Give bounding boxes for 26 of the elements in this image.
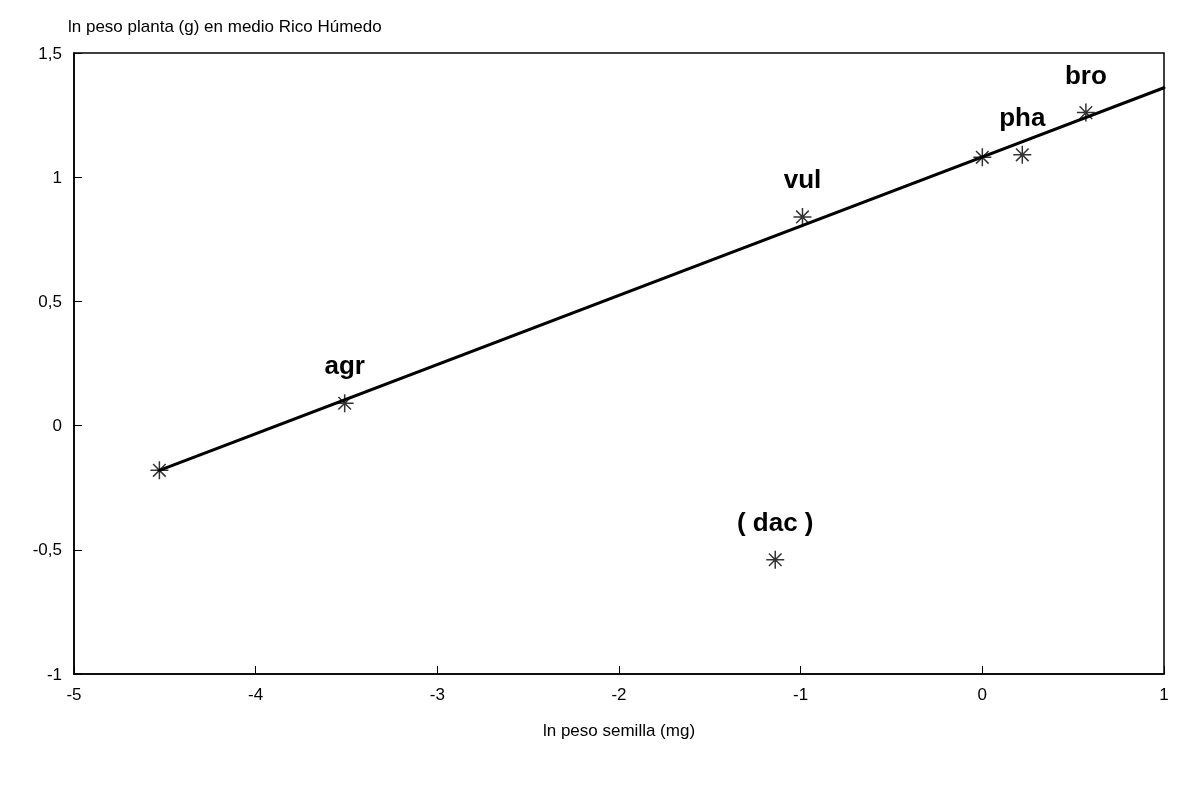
x-axis-title: ln peso semilla (mg) [542,721,696,740]
x-tick-label: -2 [611,685,627,704]
point [792,207,813,227]
point [972,147,993,168]
y-tick-label: 0,5 [38,291,62,311]
point [1076,102,1096,123]
x-tick-label: 0 [977,685,988,704]
x-tick-label: -1 [793,685,809,704]
annotation: agr [324,350,365,381]
y-tick-label: -1 [46,664,62,684]
annotation: vul [783,163,822,194]
y-tick-label: 0 [52,416,62,436]
point [765,549,785,570]
point [149,460,170,481]
x-tick-label: -5 [66,685,82,704]
y-tick-label: 1 [52,167,62,187]
y-tick-label: 1,5 [38,43,62,63]
annotation: pha [999,101,1046,132]
x-tick-label: -3 [429,685,445,704]
x-tick-label: 1 [1159,685,1169,704]
point [1012,145,1033,165]
annotation: ( dac ) [736,506,814,537]
y-tick-label: -0,5 [32,540,62,560]
annotation: bro [1064,59,1107,90]
y-axis-title: ln peso planta (g) en medio Rico Húmedo [68,17,382,36]
x-tick-label: -4 [248,685,264,704]
